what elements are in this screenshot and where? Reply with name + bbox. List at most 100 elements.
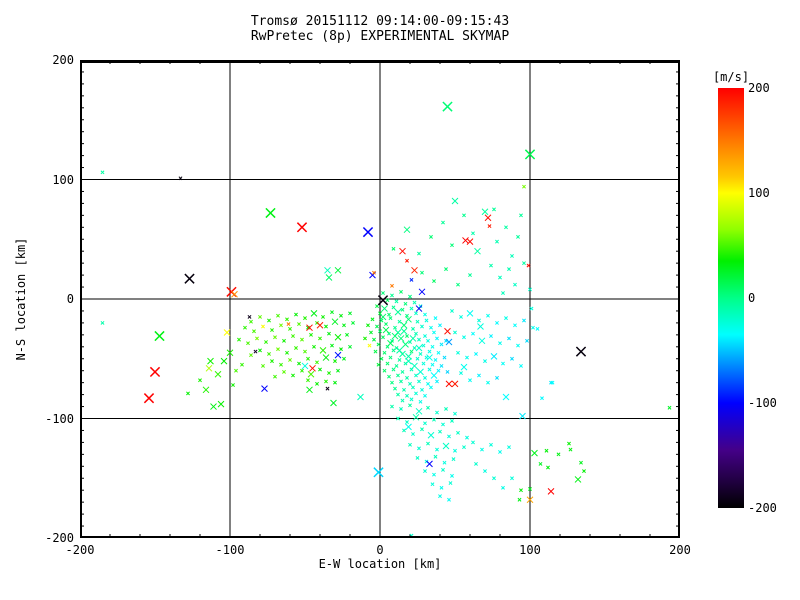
scatter-point — [270, 328, 274, 333]
scatter-point — [582, 469, 586, 474]
scatter-point — [405, 258, 409, 263]
scatter-point — [327, 331, 331, 336]
scatter-point — [447, 434, 451, 439]
scatter-point — [427, 431, 435, 439]
scatter-point — [546, 465, 550, 470]
scatter-point — [667, 405, 672, 410]
scatter-point — [240, 362, 244, 367]
scatter-point — [377, 295, 389, 306]
scatter-point — [100, 170, 105, 175]
scatter-point — [249, 319, 253, 324]
scatter-point — [409, 349, 414, 354]
scatter-point — [526, 496, 534, 504]
scatter-point — [414, 373, 418, 378]
scatter-point — [339, 347, 343, 352]
y-tick-label: 100 — [52, 172, 74, 187]
scatter-point — [486, 380, 490, 385]
scatter-point — [489, 334, 493, 338]
scatter-point — [441, 422, 445, 427]
scatter-point — [486, 313, 490, 318]
scatter-point — [396, 373, 400, 378]
scatter-point — [466, 309, 474, 317]
scatter-point — [397, 357, 402, 362]
scatter-point — [414, 331, 418, 336]
scatter-point — [504, 316, 508, 321]
scatter-point — [253, 349, 258, 354]
scatter-point — [381, 291, 385, 295]
scatter-point — [402, 387, 406, 392]
scatter-point — [291, 373, 295, 378]
scatter-point — [399, 247, 406, 255]
scatter-point — [474, 461, 478, 466]
scatter-point — [312, 344, 316, 349]
scatter-point — [432, 417, 436, 422]
scatter-point — [339, 313, 343, 318]
y-tick-label: -100 — [45, 411, 74, 426]
scatter-point — [421, 361, 426, 366]
scatter-point — [405, 334, 409, 338]
scatter-point — [408, 403, 412, 408]
scatter-point — [391, 348, 396, 353]
scatter-point — [483, 469, 487, 474]
scatter-point — [423, 393, 427, 398]
scatter-point — [501, 361, 505, 366]
scatter-point — [393, 386, 397, 391]
scatter-point — [296, 222, 308, 233]
scatter-point — [423, 312, 427, 317]
scatter-point — [382, 368, 387, 373]
scatter-point — [357, 393, 364, 401]
scatter-point — [366, 323, 370, 328]
scatter-point — [394, 299, 399, 304]
scatter-point — [430, 372, 438, 379]
scatter-point — [450, 473, 454, 478]
scatter-point — [402, 428, 406, 433]
scatter-point — [429, 325, 433, 330]
x-tick-label: 0 — [376, 543, 384, 557]
scatter-point — [379, 356, 384, 361]
scatter-point — [342, 356, 346, 361]
scatter-point — [379, 313, 387, 321]
scatter-point — [468, 378, 472, 383]
scatter-point — [501, 485, 505, 490]
scatter-point — [415, 319, 420, 324]
scatter-point — [418, 304, 423, 309]
scatter-point — [417, 379, 421, 384]
scatter-point — [438, 429, 442, 434]
scatter-point — [331, 318, 339, 326]
scatter-point — [336, 368, 340, 373]
scatter-point — [492, 476, 496, 481]
scatter-point — [246, 341, 250, 346]
scatter-point — [435, 410, 439, 415]
scatter-point — [477, 318, 481, 323]
scatter-point — [249, 353, 253, 358]
scatter-point — [529, 306, 534, 311]
scatter-point — [306, 378, 310, 383]
scatter-point — [273, 374, 277, 379]
scatter-point — [291, 334, 295, 338]
scatter-point — [516, 234, 520, 239]
scatter-point — [405, 353, 412, 360]
scatter-point — [415, 344, 423, 352]
scatter-point — [405, 375, 409, 380]
scatter-point — [429, 385, 433, 390]
x-axis-label: E-W location [km] — [318, 557, 442, 571]
scatter-point — [417, 368, 424, 376]
scatter-point — [430, 362, 435, 367]
scatter-point — [456, 282, 460, 287]
scatter-point — [405, 420, 409, 425]
plot-title-line1: Tromsø 20151112 09:14:00-09:15:43 — [250, 14, 510, 29]
scatter-point — [426, 405, 430, 410]
scatter-point — [288, 326, 292, 331]
scatter-point — [510, 254, 514, 258]
scatter-point — [417, 251, 421, 256]
scatter-point — [517, 497, 522, 502]
scatter-point — [334, 333, 342, 341]
scatter-point — [294, 312, 298, 317]
scatter-point — [315, 360, 319, 365]
scatter-point — [303, 349, 307, 354]
x-tick-label: 100 — [519, 543, 541, 557]
scatter-point — [453, 448, 457, 453]
scatter-point — [540, 396, 544, 401]
scatter-point — [348, 311, 352, 316]
scatter-point — [154, 330, 165, 342]
